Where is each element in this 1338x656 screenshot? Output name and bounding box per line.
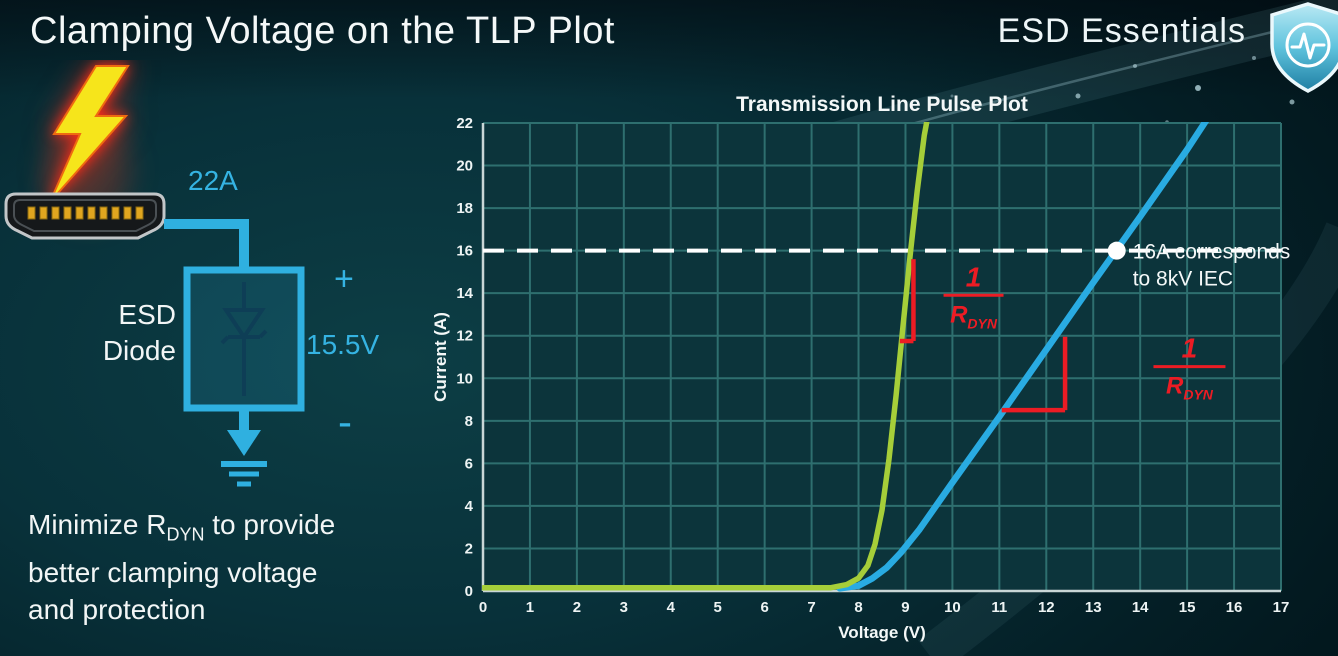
polarity-minus-label: -	[338, 398, 352, 445]
pulse-circle	[1285, 22, 1331, 68]
polarity-plus-label: +	[334, 260, 354, 298]
esd-shield-logo-icon	[1270, 2, 1338, 93]
clamp-voltage-label: 15.5V	[306, 329, 379, 360]
shield-shape	[1270, 2, 1338, 93]
note-line1-prefix: Minimize R	[28, 509, 167, 540]
rdyn-fraction-numerator: 1	[1182, 333, 1198, 364]
x-tick-label: 11	[991, 599, 1007, 616]
y-tick-label: 8	[465, 413, 473, 430]
x-tick-label: 2	[573, 599, 581, 616]
x-tick-label: 0	[479, 599, 487, 616]
x-tick-label: 14	[1132, 599, 1149, 616]
minimize-rdyn-note: Minimize RDYN to provide better clamping…	[28, 506, 335, 628]
tlp-chart-svg: Transmission Line Pulse Plot Current (A) V…	[431, 93, 1291, 642]
y-tick-label: 22	[456, 115, 473, 132]
y-tick-label: 16	[456, 243, 473, 260]
y-axis-label: Current (A)	[431, 312, 450, 402]
y-tick-label: 2	[465, 540, 473, 557]
y-tick-label: 18	[456, 200, 473, 217]
x-tick-label: 1	[526, 599, 534, 616]
surge-current-label: 22A	[188, 165, 238, 196]
device-label-line1: ESD	[118, 299, 176, 330]
blue-curve	[836, 122, 1210, 592]
tlp-chart: Transmission Line Pulse Plot Current (A) V…	[430, 86, 1338, 656]
down-arrow-icon	[227, 430, 261, 456]
surge-wire	[164, 219, 249, 270]
x-axis-label: Voltage (V)	[838, 623, 926, 642]
brand-title: ESD Essentials	[997, 12, 1246, 50]
zener-diode-symbol-icon	[220, 282, 268, 396]
note-line-3: and protection	[28, 593, 206, 625]
esd-circuit-diagram: 22A ESD Diode + 15.5V -	[4, 65, 379, 487]
x-tick-label: 6	[760, 599, 768, 616]
x-tick-label: 9	[901, 599, 909, 616]
note-line1-suffix: to provide	[204, 509, 336, 540]
x-tick-label: 15	[1179, 599, 1196, 616]
green-curve	[482, 122, 930, 591]
note-rdyn-subscript: DYN	[166, 524, 205, 545]
pulse-line-icon	[1290, 32, 1326, 60]
rdyn-fraction-numerator: 1	[966, 261, 982, 292]
x-tick-label: 7	[807, 599, 815, 616]
y-tick-label: 0	[465, 583, 473, 600]
x-tick-label: 16	[1226, 599, 1243, 616]
chart-title: Transmission Line Pulse Plot	[736, 93, 1028, 116]
x-tick-label: 4	[667, 599, 676, 616]
y-tick-label: 14	[456, 285, 473, 302]
x-tick-label: 8	[854, 599, 862, 616]
x-tick-label: 13	[1085, 599, 1102, 616]
y-tick-label: 12	[456, 328, 473, 345]
x-tick-label: 5	[714, 599, 722, 616]
iec-marker-label-line1: 16A corresponds	[1133, 241, 1291, 264]
y-tick-label: 6	[465, 455, 473, 472]
hdmi-pins	[27, 206, 144, 220]
y-tick-label: 4	[465, 498, 474, 515]
device-label-line2: Diode	[103, 335, 176, 366]
x-tick-label: 12	[1038, 599, 1055, 616]
ground-symbol-icon	[221, 461, 267, 487]
note-line-2: better clamping voltage	[28, 556, 318, 588]
hdmi-connector-icon	[4, 192, 166, 240]
x-tick-label: 10	[944, 599, 961, 616]
note-line-1: Minimize RDYN to provide	[28, 506, 335, 554]
iec-marker-label-line2: to 8kV IEC	[1133, 268, 1233, 291]
x-tick-label: 3	[620, 599, 628, 616]
y-tick-label: 10	[456, 370, 473, 387]
y-tick-label: 20	[456, 158, 473, 175]
page-title: Clamping Voltage on the TLP Plot	[30, 10, 615, 52]
iec-marker-dot	[1107, 241, 1126, 260]
x-tick-label: 17	[1273, 599, 1290, 616]
